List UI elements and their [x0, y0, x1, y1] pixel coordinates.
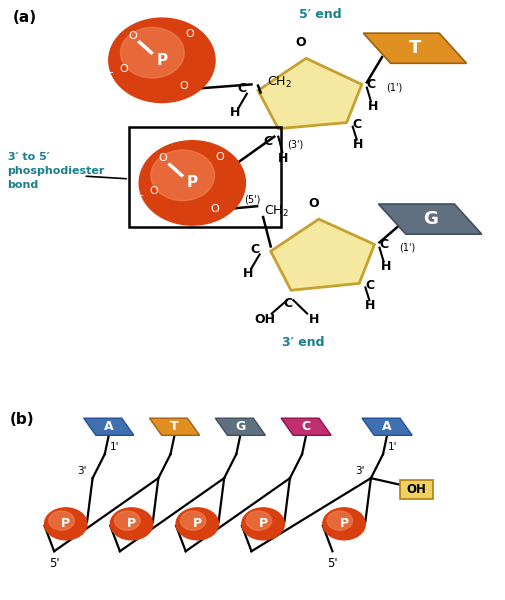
Text: O: O	[185, 29, 193, 39]
Circle shape	[139, 140, 245, 225]
Text: H: H	[365, 299, 375, 312]
Text: P: P	[339, 517, 348, 530]
Text: O: O	[159, 154, 167, 163]
Text: 1': 1'	[110, 442, 119, 452]
Text: (b): (b)	[10, 412, 35, 427]
FancyBboxPatch shape	[399, 480, 432, 499]
Polygon shape	[270, 219, 374, 290]
Circle shape	[109, 18, 215, 103]
Polygon shape	[215, 418, 265, 436]
Text: 5': 5'	[327, 557, 337, 570]
Circle shape	[114, 511, 140, 530]
Text: P: P	[61, 517, 70, 530]
Text: P: P	[186, 175, 197, 190]
Circle shape	[180, 511, 206, 530]
Text: 1': 1'	[387, 442, 397, 452]
Polygon shape	[149, 418, 199, 436]
Text: C: C	[352, 118, 361, 131]
Text: A: A	[104, 420, 114, 433]
Text: H: H	[367, 100, 377, 113]
Text: 3′ to 5′
phosphodiester
bond: 3′ to 5′ phosphodiester bond	[8, 152, 105, 190]
Text: O: O	[215, 152, 224, 162]
Text: O: O	[119, 64, 128, 74]
Text: CH$_2$: CH$_2$	[266, 75, 291, 90]
Polygon shape	[281, 418, 331, 436]
Text: C: C	[365, 279, 374, 292]
Text: P: P	[156, 53, 167, 68]
Polygon shape	[258, 58, 361, 128]
Text: (a): (a)	[13, 10, 37, 25]
Circle shape	[44, 508, 87, 540]
Text: H: H	[278, 152, 288, 165]
Text: 5′ end: 5′ end	[298, 8, 340, 21]
Text: (1'): (1')	[385, 83, 401, 92]
Circle shape	[322, 508, 365, 540]
Circle shape	[120, 28, 184, 78]
Text: −: −	[196, 19, 204, 29]
Text: C: C	[250, 243, 259, 256]
Text: A: A	[381, 420, 391, 433]
Text: H: H	[380, 260, 390, 273]
Text: −: −	[106, 68, 114, 78]
Text: C: C	[301, 420, 310, 433]
Text: C: C	[379, 238, 388, 251]
Text: CH$_2$: CH$_2$	[264, 203, 288, 218]
Text: (3'): (3')	[287, 140, 303, 150]
Text: H: H	[242, 267, 252, 280]
Circle shape	[48, 511, 74, 530]
Text: P: P	[127, 517, 136, 530]
Text: 3′ end: 3′ end	[282, 335, 324, 349]
Circle shape	[176, 508, 218, 540]
Text: 5': 5'	[49, 557, 59, 570]
Text: C: C	[263, 134, 272, 148]
Text: P: P	[258, 517, 267, 530]
Polygon shape	[363, 33, 466, 64]
Text: 3': 3'	[77, 466, 86, 476]
Text: (1'): (1')	[398, 242, 414, 253]
Text: OH: OH	[254, 313, 275, 326]
Text: G: G	[422, 210, 437, 228]
Bar	[129, 127, 280, 227]
Polygon shape	[378, 204, 481, 234]
Circle shape	[150, 150, 214, 200]
Polygon shape	[362, 418, 411, 436]
Text: 3': 3'	[355, 466, 364, 476]
Text: H: H	[352, 138, 362, 151]
Text: T: T	[408, 39, 420, 57]
Text: O: O	[179, 82, 188, 91]
Text: O: O	[128, 31, 137, 41]
Polygon shape	[83, 418, 133, 436]
Text: T: T	[170, 420, 179, 433]
Text: P: P	[192, 517, 201, 530]
Circle shape	[241, 508, 284, 540]
Text: (5'): (5')	[243, 195, 260, 205]
Text: O: O	[210, 204, 219, 214]
Circle shape	[326, 511, 352, 530]
Text: O: O	[149, 187, 158, 196]
Circle shape	[110, 508, 153, 540]
Text: H: H	[308, 313, 318, 326]
Circle shape	[245, 511, 271, 530]
Text: G: G	[235, 420, 245, 433]
Text: O: O	[295, 37, 306, 49]
Text: H: H	[230, 106, 240, 119]
Text: C: C	[366, 78, 375, 91]
Text: O: O	[308, 197, 318, 210]
Text: −: −	[136, 191, 144, 200]
Text: C: C	[283, 298, 292, 310]
Text: C: C	[237, 82, 246, 95]
Text: −: −	[226, 142, 234, 152]
Text: OH: OH	[406, 483, 426, 496]
